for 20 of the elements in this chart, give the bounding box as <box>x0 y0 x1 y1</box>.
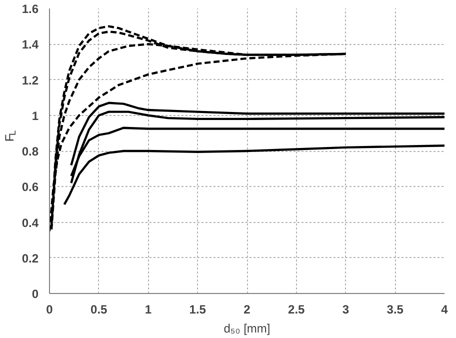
y-tick-label: 1.4 <box>22 38 39 52</box>
y-tick-label: 0 <box>32 287 39 301</box>
x-tick-label: 2.5 <box>288 302 306 316</box>
y-axis-title: FL <box>2 130 18 142</box>
x-tick-label: 0.5 <box>90 302 108 316</box>
y-tick-label: 1 <box>32 108 39 123</box>
x-tick-label: 3.5 <box>386 302 404 316</box>
x-tick-label: 1 <box>144 302 152 316</box>
x-tick-label: 3 <box>342 302 350 316</box>
y-tick-label: 0.6 <box>22 180 39 194</box>
y-tick-label: 0.8 <box>22 144 39 158</box>
y-tick-label: 0.2 <box>22 251 39 266</box>
y-tick-label: 0.4 <box>22 216 39 230</box>
x-tick-label: 4 <box>441 302 448 316</box>
y-tick-label: 1.6 <box>22 2 39 16</box>
x-axis-title: d₅₀ [mm] <box>224 322 270 336</box>
y-tick-label: 1.2 <box>22 73 39 88</box>
x-tick-label: 1.5 <box>189 302 206 316</box>
x-tick-label: 0 <box>46 302 54 316</box>
x-tick-label: 2 <box>244 302 251 316</box>
